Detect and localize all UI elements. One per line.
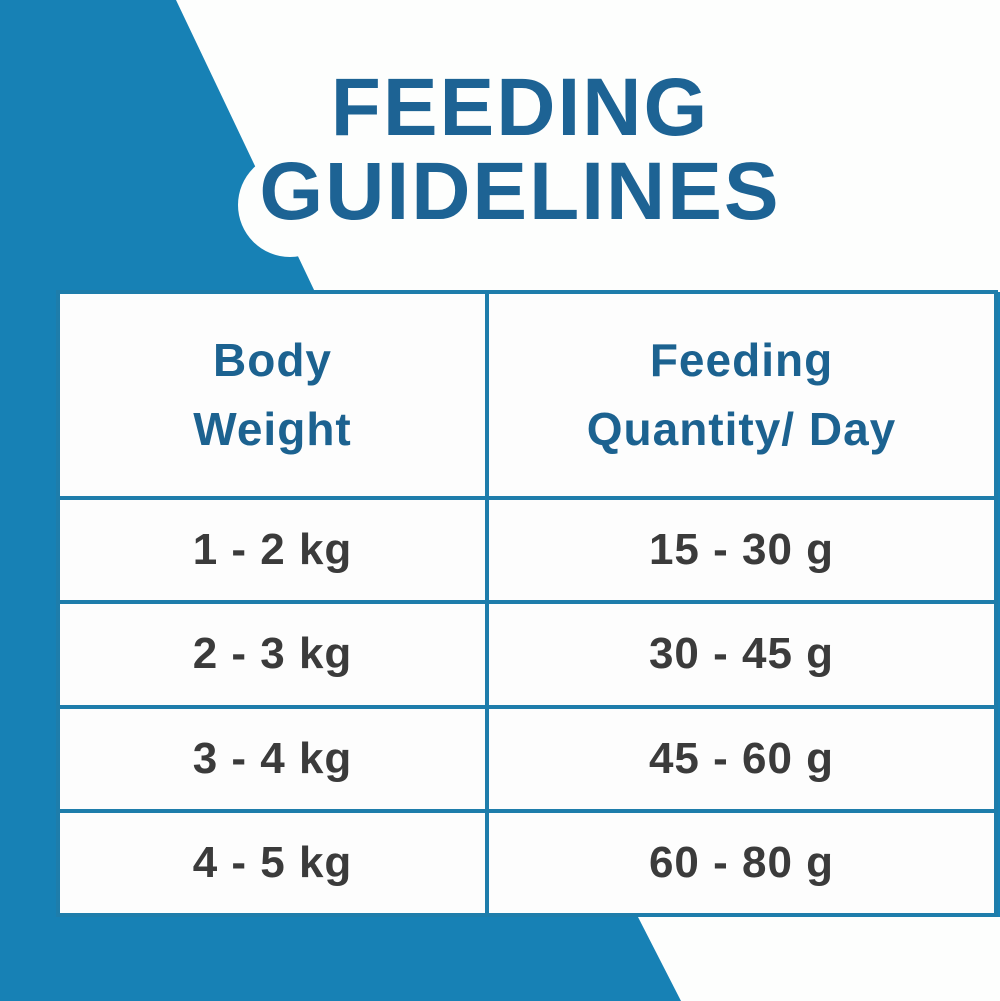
quantity-cell-row3: 45 - 60 g [489, 708, 994, 809]
body-weight-header-label: Body Weight [193, 334, 352, 455]
feeding-quantity-header-cell: Feeding Quantity/ Day [489, 294, 994, 496]
body-weight-header-cell: Body Weight [60, 294, 485, 496]
quantity-cell-row2: 30 - 45 g [489, 604, 994, 705]
weight-cell-row1: 1 - 2 kg [60, 500, 485, 601]
weight-cell-row3: 3 - 4 kg [60, 708, 485, 809]
title-background-bump [238, 153, 342, 257]
page-title: FEEDING GUIDELINES [259, 62, 781, 237]
feeding-table: Body Weight Feeding Quantity/ Day 1 - 2 … [56, 290, 998, 917]
bottom-background-shape [638, 917, 1000, 1001]
quantity-cell-row4: 60 - 80 g [489, 812, 994, 913]
quantity-cell-row1: 15 - 30 g [489, 500, 994, 601]
weight-cell-row4: 4 - 5 kg [60, 812, 485, 913]
feeding-quantity-header-label: Feeding Quantity/ Day [586, 334, 897, 455]
weight-cell-row2: 2 - 3 kg [60, 604, 485, 705]
